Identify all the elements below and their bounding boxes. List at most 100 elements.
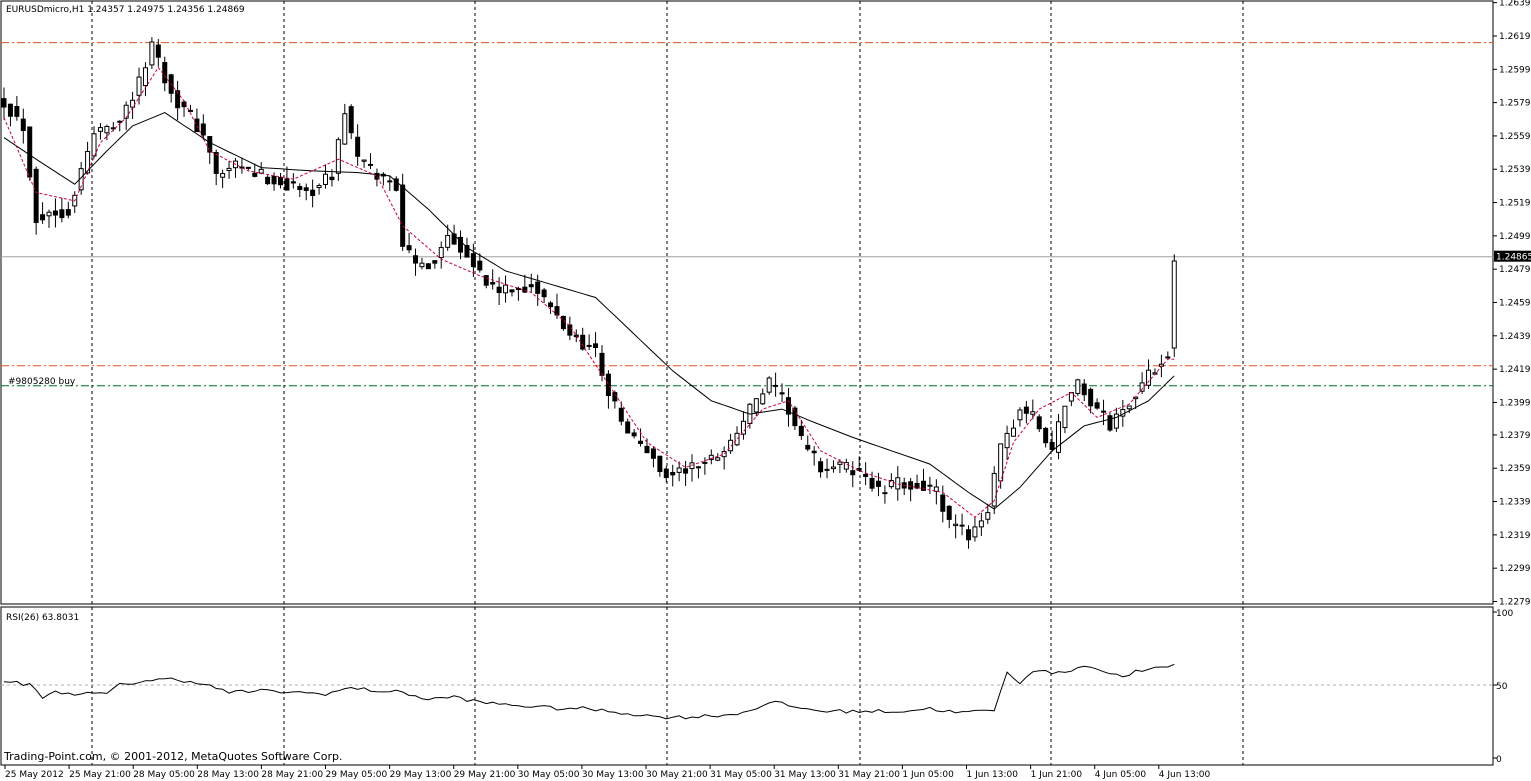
candle-body[interactable]: [798, 425, 804, 437]
candle-body[interactable]: [458, 236, 464, 253]
candle-body[interactable]: [914, 482, 920, 489]
candle-body[interactable]: [953, 523, 959, 527]
candle-body[interactable]: [368, 163, 374, 166]
candle-body[interactable]: [46, 211, 52, 217]
candle-body[interactable]: [490, 281, 496, 285]
candle-body[interactable]: [1049, 442, 1055, 450]
candle-body[interactable]: [271, 175, 277, 185]
candle-body[interactable]: [882, 492, 888, 495]
candle-body[interactable]: [1113, 413, 1119, 429]
rsi-line[interactable]: [3, 663, 1175, 720]
candle-body[interactable]: [567, 324, 573, 336]
candle-body[interactable]: [522, 286, 528, 293]
candle-body[interactable]: [560, 315, 566, 330]
candle-body[interactable]: [187, 109, 193, 112]
candle-body[interactable]: [65, 209, 71, 216]
candle-body[interactable]: [284, 178, 290, 191]
candle-body[interactable]: [773, 384, 779, 387]
candle-body[interactable]: [972, 526, 978, 538]
candle-body[interactable]: [991, 472, 997, 507]
candle-body[interactable]: [734, 432, 740, 446]
candle-body[interactable]: [895, 477, 901, 490]
candle-body[interactable]: [837, 461, 843, 465]
candle-body[interactable]: [875, 480, 881, 487]
candle-body[interactable]: [824, 468, 830, 471]
candle-body[interactable]: [1, 98, 7, 108]
candle-body[interactable]: [419, 262, 425, 268]
candle-body[interactable]: [413, 255, 419, 264]
candle-body[interactable]: [599, 352, 605, 376]
candle-body[interactable]: [1011, 427, 1017, 437]
candle-body[interactable]: [657, 455, 663, 473]
candle-body[interactable]: [541, 289, 547, 298]
candle-body[interactable]: [985, 512, 991, 520]
candle-body[interactable]: [1075, 379, 1081, 394]
candle-body[interactable]: [663, 468, 669, 479]
candle-body[interactable]: [155, 44, 161, 58]
candle-body[interactable]: [927, 484, 933, 487]
candle-body[interactable]: [149, 41, 155, 66]
candle-body[interactable]: [91, 133, 97, 157]
candle-body[interactable]: [425, 263, 431, 270]
candle-body[interactable]: [1030, 411, 1036, 415]
candle-body[interactable]: [207, 136, 213, 153]
candle-body[interactable]: [528, 284, 534, 288]
candle-body[interactable]: [7, 103, 13, 117]
candle-body[interactable]: [451, 233, 457, 245]
candle-body[interactable]: [445, 235, 451, 248]
candle-body[interactable]: [335, 139, 341, 174]
candle-body[interactable]: [342, 113, 348, 145]
candle-body[interactable]: [387, 180, 393, 183]
candle-body[interactable]: [998, 443, 1004, 482]
candle-body[interactable]: [1146, 369, 1152, 386]
candle-body[interactable]: [14, 106, 20, 117]
candle-body[interactable]: [252, 172, 258, 177]
candle-body[interactable]: [676, 467, 682, 473]
candle-body[interactable]: [586, 344, 592, 347]
candle-body[interactable]: [753, 398, 759, 413]
candle-body[interactable]: [303, 187, 309, 191]
candle-body[interactable]: [650, 448, 656, 459]
candle-body[interactable]: [1056, 421, 1062, 453]
candle-body[interactable]: [162, 62, 168, 84]
candle-body[interactable]: [310, 189, 316, 197]
candle-body[interactable]: [920, 480, 926, 491]
candle-body[interactable]: [1017, 409, 1023, 421]
candle-body[interactable]: [1139, 382, 1145, 392]
candle-body[interactable]: [683, 468, 689, 474]
candle-body[interactable]: [290, 181, 296, 184]
candle-body[interactable]: [20, 118, 26, 132]
candle-body[interactable]: [483, 275, 489, 286]
candle-body[interactable]: [200, 123, 206, 136]
candle-body[interactable]: [464, 245, 470, 258]
candle-body[interactable]: [625, 421, 631, 434]
candle-body[interactable]: [959, 524, 965, 527]
candle-body[interactable]: [805, 444, 811, 450]
candle-body[interactable]: [715, 457, 721, 461]
candle-body[interactable]: [850, 470, 856, 476]
candle-body[interactable]: [779, 392, 785, 395]
candle-body[interactable]: [785, 397, 791, 415]
candle-body[interactable]: [1036, 416, 1042, 430]
candle-body[interactable]: [1068, 392, 1074, 402]
candle-body[interactable]: [1094, 402, 1100, 409]
candle-body[interactable]: [1004, 432, 1010, 449]
candle-body[interactable]: [548, 302, 554, 308]
candle-body[interactable]: [355, 136, 361, 157]
rsi-panel[interactable]: [0, 606, 1494, 766]
candle-body[interactable]: [316, 185, 322, 189]
candle-body[interactable]: [265, 176, 271, 185]
candle-body[interactable]: [612, 392, 618, 402]
candle-body[interactable]: [535, 281, 541, 294]
candle-body[interactable]: [792, 407, 798, 427]
candle-body[interactable]: [760, 393, 766, 405]
order-label[interactable]: #9805280 buy: [8, 377, 76, 387]
candle-body[interactable]: [908, 481, 914, 490]
candle-body[interactable]: [40, 214, 46, 221]
candle-body[interactable]: [721, 451, 727, 458]
candle-body[interactable]: [554, 306, 560, 316]
candle-body[interactable]: [400, 184, 406, 247]
candle-body[interactable]: [1165, 356, 1171, 359]
candle-body[interactable]: [843, 462, 849, 470]
